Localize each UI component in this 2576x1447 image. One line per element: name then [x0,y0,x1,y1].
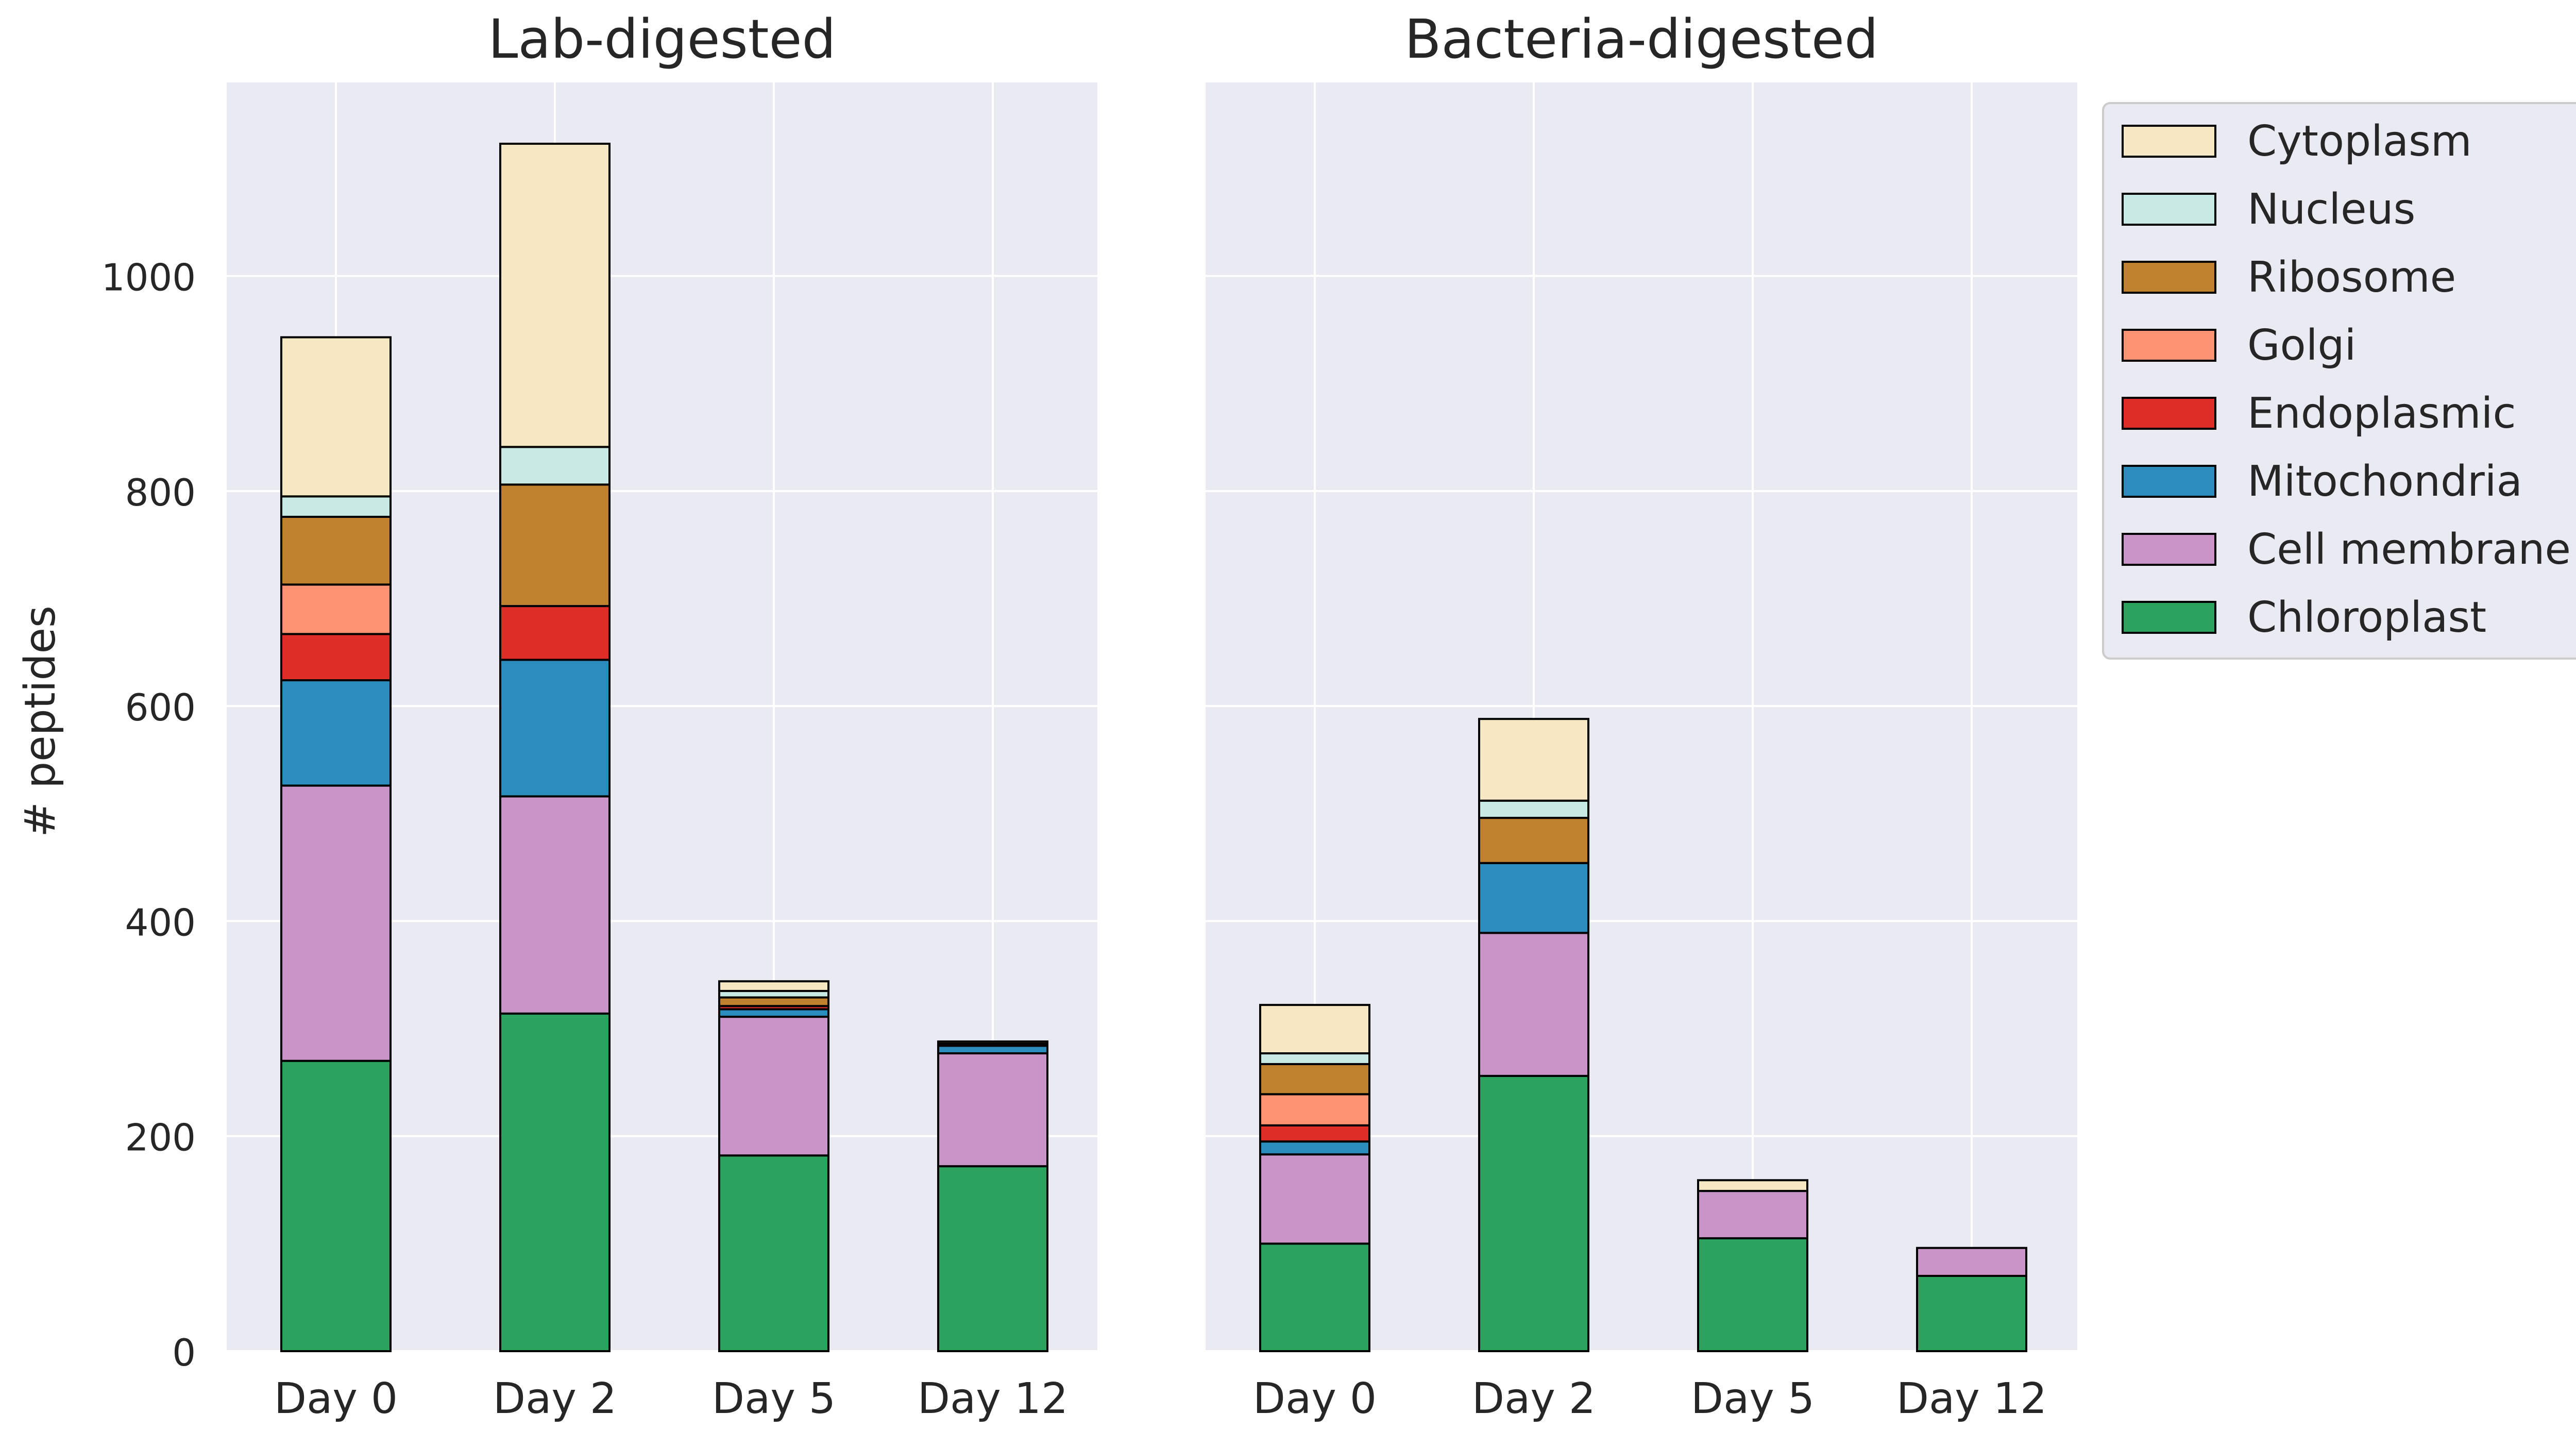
bar-segment-nucleus [1259,1052,1370,1065]
bar-segment-cytoplasm [280,336,392,498]
bar-segment-chloroplast [1259,1242,1370,1353]
bar-segment-cell-membrane [1478,932,1589,1077]
bar-segment-nucleus [1478,799,1589,819]
legend-label: Endoplasmic [2247,389,2516,438]
bar-segment-cell-membrane [499,795,611,1015]
legend-label: Nucleus [2247,185,2415,234]
legend-swatch [2122,397,2216,430]
legend-label: Mitochondria [2247,457,2522,506]
legend-swatch [2122,601,2216,634]
bar-segment-chloroplast [499,1012,611,1353]
bar-segment-chloroplast [1916,1274,2027,1353]
x-tick-label: Day 5 [712,1374,836,1423]
bar-segment-nucleus [499,446,611,486]
bar-segment-mitochondria [499,659,611,798]
bar-segment-golgi [280,583,392,635]
chart-title: Lab-digested [488,8,836,71]
bar-segment-chloroplast [280,1059,392,1353]
legend-box [2102,102,2576,660]
bar-segment-golgi [1259,1093,1370,1126]
y-tick-label: 600 [125,686,196,729]
legend-swatch [2122,465,2216,498]
x-tick-label: Day 2 [1472,1374,1596,1423]
x-tick-label: Day 5 [1691,1374,1815,1423]
bar-segment-cell-membrane [1697,1190,1808,1239]
bar-segment-ribosome [1259,1063,1370,1096]
bar-segment-mitochondria [718,1008,829,1018]
bar-segment-nucleus [280,495,392,518]
bar-segment-endoplasmic [499,605,611,661]
bar-segment-cell-membrane [1259,1153,1370,1245]
bar-segment-cytoplasm [718,980,829,992]
bar-segment-mitochondria [1259,1140,1370,1156]
bar-segment-ribosome [499,483,611,608]
bar-segment-ribosome [280,515,392,586]
y-tick-label: 200 [125,1116,196,1159]
bar-segment-chloroplast [1697,1237,1808,1353]
legend-swatch [2122,533,2216,566]
bar-segment-cytoplasm [1259,1004,1370,1055]
bar-segment-endoplasmic [1259,1124,1370,1143]
bar-segment-mitochondria [1478,862,1589,934]
legend-swatch [2122,261,2216,294]
x-tick-label: Day 12 [918,1374,1068,1423]
legend-swatch [2122,329,2216,362]
bar-segment-chloroplast [718,1154,829,1353]
y-tick-label: 0 [172,1331,196,1374]
bar-segment-endoplasmic [280,633,392,682]
y-tick-label: 800 [125,471,196,514]
bar-segment-cell-membrane [1916,1247,2027,1277]
bar-segment-cell-membrane [280,784,392,1062]
chart-title: Bacteria-digested [1404,8,1878,71]
bar-segment-cytoplasm [499,142,611,448]
bar-segment-ribosome [937,1040,1048,1045]
y-tick-label: 400 [125,901,196,944]
bar-segment-cytoplasm [1697,1179,1808,1192]
legend-label: Golgi [2247,321,2356,370]
legend-swatch [2122,125,2216,158]
bar-segment-ribosome [1478,817,1589,864]
x-tick-label: Day 12 [1896,1374,2047,1423]
bar-segment-chloroplast [1478,1074,1589,1352]
bar-segment-cell-membrane [937,1052,1048,1168]
bar-segment-mitochondria [280,679,392,787]
bar-segment-cell-membrane [718,1016,829,1157]
legend-swatch [2122,193,2216,226]
y-axis-label: # peptides [16,605,65,837]
x-tick-label: Day 0 [1253,1374,1377,1423]
bar-segment-cytoplasm [1478,718,1589,802]
bar-segment-mitochondria [937,1045,1048,1055]
y-tick-label: 1000 [101,256,196,299]
legend-label: Chloroplast [2247,593,2486,642]
x-tick-label: Day 0 [274,1374,398,1423]
x-tick-label: Day 2 [493,1374,617,1423]
bar-segment-ribosome [718,996,829,1007]
legend-label: Cell membrane [2247,525,2571,574]
bar-segment-chloroplast [937,1165,1048,1353]
legend-label: Cytoplasm [2247,117,2472,166]
legend-label: Ribosome [2247,253,2456,302]
